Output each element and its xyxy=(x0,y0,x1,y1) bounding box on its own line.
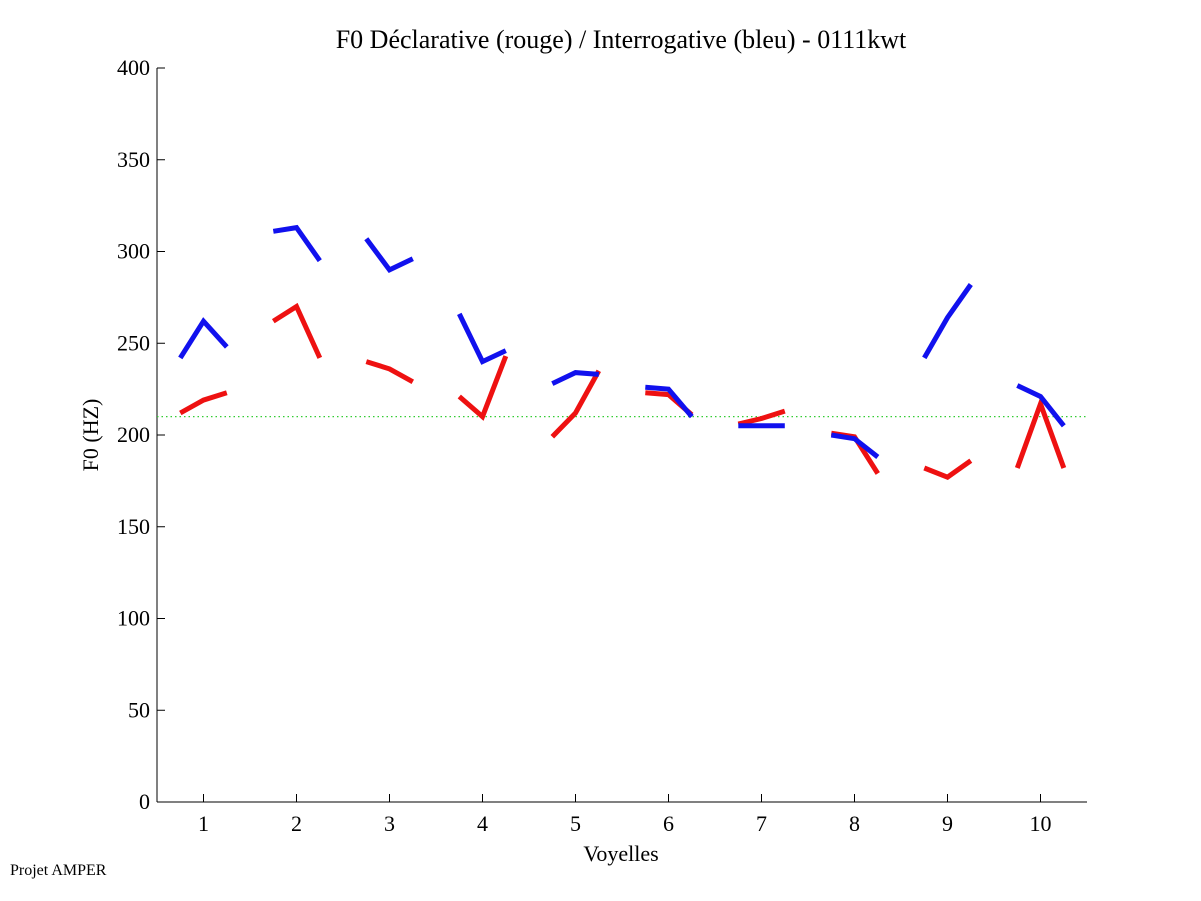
x-tick-label: 2 xyxy=(291,811,302,836)
footer-label: Projet AMPER xyxy=(10,862,107,879)
x-axis-label: Voyelles xyxy=(583,841,658,866)
d-clarative-segment-1 xyxy=(179,390,228,416)
y-tick-label: 300 xyxy=(117,239,150,264)
interrogative-segment-2 xyxy=(272,224,322,263)
y-tick-label: 200 xyxy=(117,422,150,447)
d-clarative-segment-7 xyxy=(737,408,786,427)
interrogative-segment-3 xyxy=(364,237,414,274)
x-tick-label: 9 xyxy=(942,811,953,836)
y-tick-label: 350 xyxy=(117,147,150,172)
y-tick-label: 250 xyxy=(117,330,150,355)
x-tick-label: 6 xyxy=(663,811,674,836)
y-axis-label: F0 (HZ) xyxy=(78,399,103,472)
interrogative-segment-1 xyxy=(178,317,229,360)
y-tick-label: 150 xyxy=(117,514,150,539)
x-tick-label: 5 xyxy=(570,811,581,836)
chart-title: F0 Déclarative (rouge) / Interrogative (… xyxy=(336,25,907,54)
interrogative-segment-6 xyxy=(645,384,694,419)
x-tick-label: 3 xyxy=(384,811,395,836)
axes: 0 50 100 150 200 250 300 350 400 1 2 3 4 5 6 7 8 9 10 xyxy=(117,55,1087,836)
d-clarative-segment-9 xyxy=(923,458,973,481)
x-tick-label: 4 xyxy=(477,811,488,836)
x-tick-label: 1 xyxy=(198,811,209,836)
d-clarative-segment-2 xyxy=(271,302,323,359)
d-clarative-segment-3 xyxy=(365,359,415,384)
y-tick-label: 400 xyxy=(117,55,150,80)
x-tick-label: 10 xyxy=(1030,811,1052,836)
y-tick-label: 0 xyxy=(139,789,150,814)
series-group xyxy=(178,224,1067,481)
d-clarative-segment-5 xyxy=(550,369,601,439)
interrogative-segment-8 xyxy=(830,432,880,459)
x-tick-label: 8 xyxy=(849,811,860,836)
d-clarative-segment-10 xyxy=(1014,396,1067,469)
y-tick-label: 100 xyxy=(117,606,150,631)
interrogative-segment-10 xyxy=(1016,383,1066,428)
interrogative-segment-4 xyxy=(457,312,507,365)
x-tick-label: 7 xyxy=(756,811,767,836)
y-tick-label: 50 xyxy=(128,697,150,722)
interrogative-segment-9 xyxy=(922,283,973,360)
interrogative-segment-5 xyxy=(551,370,599,386)
d-clarative-segment-4 xyxy=(457,355,509,421)
